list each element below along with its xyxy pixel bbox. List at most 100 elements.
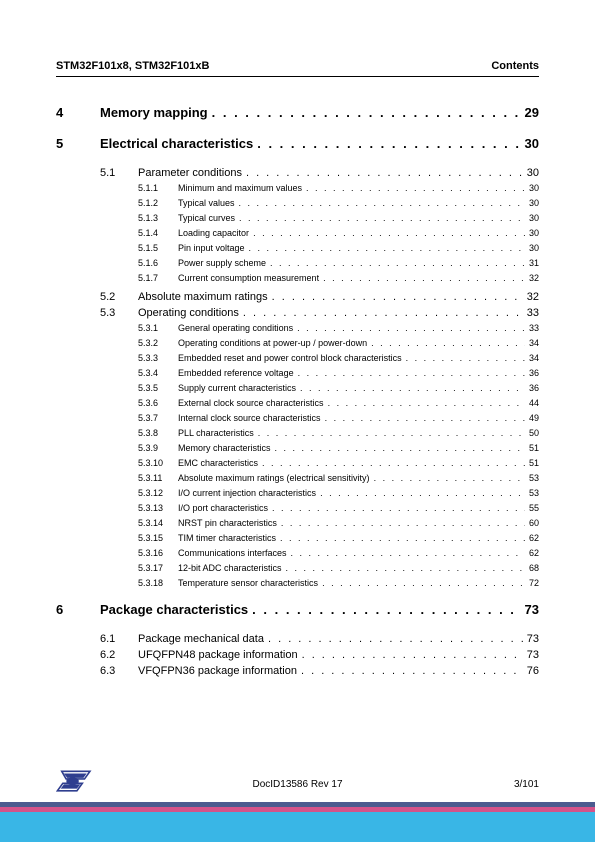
toc-entry: 6.1Package mechanical data 73 <box>100 633 539 645</box>
toc-title: Operating conditions <box>138 307 243 319</box>
toc-title: Embedded reset and power control block c… <box>178 353 406 363</box>
toc-page: 49 <box>525 413 539 423</box>
toc-entry: 6Package characteristics 73 <box>56 602 539 617</box>
toc-title: TIM timer characteristics <box>178 533 280 543</box>
toc-page: 73 <box>523 649 539 661</box>
footer-docid: DocID13586 Rev 17 <box>0 779 595 790</box>
toc-leader-dots <box>323 273 525 283</box>
toc-number: 5.3 <box>100 307 138 319</box>
toc-title: Communications interfaces <box>178 548 291 558</box>
toc-page: 50 <box>525 428 539 438</box>
toc-page: 53 <box>525 488 539 498</box>
toc-leader-dots <box>243 307 523 319</box>
toc-number: 6.3 <box>100 665 138 677</box>
toc-number: 5.1.1 <box>138 183 178 193</box>
toc-title: NRST pin characteristics <box>178 518 281 528</box>
toc-entry: 5.1.7Current consumption measurement 32 <box>138 273 539 283</box>
toc-leader-dots <box>257 136 520 151</box>
footer-page-number: 3/101 <box>514 779 539 790</box>
toc-number: 5.3.11 <box>138 473 178 483</box>
toc-page: 62 <box>525 533 539 543</box>
toc-page: 73 <box>521 602 539 617</box>
toc-number: 5.3.5 <box>138 383 178 393</box>
toc-leader-dots <box>297 323 525 333</box>
toc-title: Operating conditions at power-up / power… <box>178 338 371 348</box>
toc-entry: 5.1.5Pin input voltage 30 <box>138 243 539 253</box>
toc-number: 5.1.2 <box>138 198 178 208</box>
toc-leader-dots <box>253 228 525 238</box>
toc-title: Loading capacitor <box>178 228 253 238</box>
toc-title: Package mechanical data <box>138 633 268 645</box>
toc-entry: 5.3.13I/O port characteristics 55 <box>138 503 539 513</box>
toc-entry: 5.3Operating conditions 33 <box>100 307 539 319</box>
toc-page: 73 <box>523 633 539 645</box>
toc-page: 34 <box>525 338 539 348</box>
toc-page: 30 <box>525 183 539 193</box>
toc-entry: 5.1Parameter conditions 30 <box>100 167 539 179</box>
toc-title: Memory mapping <box>100 105 212 120</box>
toc-entry: 5.3.2Operating conditions at power-up / … <box>138 338 539 348</box>
toc-page: 30 <box>525 198 539 208</box>
toc-entry: 5.3.3Embedded reset and power control bl… <box>138 353 539 363</box>
toc-title: PLL characteristics <box>178 428 258 438</box>
toc-number: 6.2 <box>100 649 138 661</box>
toc-leader-dots <box>268 633 523 645</box>
toc-page: 72 <box>525 578 539 588</box>
toc-page: 51 <box>525 458 539 468</box>
toc-entry: 5.1.2Typical values 30 <box>138 198 539 208</box>
toc-leader-dots <box>320 488 525 498</box>
toc-number: 5.3.12 <box>138 488 178 498</box>
toc-page: 33 <box>523 307 539 319</box>
toc-entry: 5.3.18Temperature sensor characteristics… <box>138 578 539 588</box>
toc-title: Current consumption measurement <box>178 273 323 283</box>
toc-leader-dots <box>212 105 521 120</box>
toc-leader-dots <box>246 167 523 179</box>
toc-number: 5.3.3 <box>138 353 178 363</box>
toc-leader-dots <box>302 649 523 661</box>
toc-number: 5.3.4 <box>138 368 178 378</box>
toc-leader-dots <box>298 368 525 378</box>
toc-leader-dots <box>322 578 525 588</box>
toc-title: I/O port characteristics <box>178 503 272 513</box>
toc-number: 5.1.3 <box>138 213 178 223</box>
toc-page: 32 <box>523 291 539 303</box>
toc-page: 53 <box>525 473 539 483</box>
toc-entry: 5.3.8PLL characteristics 50 <box>138 428 539 438</box>
header-product: STM32F101x8, STM32F101xB <box>56 60 209 72</box>
toc-leader-dots <box>272 503 525 513</box>
toc-number: 5.3.14 <box>138 518 178 528</box>
toc-entry: 6.2UFQFPN48 package information 73 <box>100 649 539 661</box>
toc-entry: 5Electrical characteristics 30 <box>56 136 539 151</box>
toc-leader-dots <box>281 518 525 528</box>
toc-leader-dots <box>272 291 523 303</box>
toc-entry: 5.1.3Typical curves 30 <box>138 213 539 223</box>
toc-number: 5.1 <box>100 167 138 179</box>
toc-number: 5.3.16 <box>138 548 178 558</box>
toc-entry: 5.3.12I/O current injection characterist… <box>138 488 539 498</box>
toc-leader-dots <box>239 213 525 223</box>
toc-entry: 5.3.16Communications interfaces 62 <box>138 548 539 558</box>
toc-number: 5.3.2 <box>138 338 178 348</box>
toc-entry: 5.3.9Memory characteristics 51 <box>138 443 539 453</box>
toc-page: 33 <box>525 323 539 333</box>
toc-title: Temperature sensor characteristics <box>178 578 322 588</box>
toc-number: 5.1.7 <box>138 273 178 283</box>
toc-page: 68 <box>525 563 539 573</box>
toc-leader-dots <box>325 413 525 423</box>
toc-title: Memory characteristics <box>178 443 275 453</box>
toc-entry: 5.1.6Power supply scheme 31 <box>138 258 539 268</box>
toc-number: 5.3.18 <box>138 578 178 588</box>
toc-entry: 5.1.4Loading capacitor 30 <box>138 228 539 238</box>
toc-page: 32 <box>525 273 539 283</box>
toc-page: 30 <box>525 213 539 223</box>
toc-title: Internal clock source characteristics <box>178 413 325 423</box>
toc-title: General operating conditions <box>178 323 297 333</box>
toc-title: Package characteristics <box>100 602 252 617</box>
toc-number: 5.3.10 <box>138 458 178 468</box>
toc-page: 30 <box>523 167 539 179</box>
toc-number: 5.1.6 <box>138 258 178 268</box>
toc-number: 5.3.7 <box>138 413 178 423</box>
table-of-contents: 4Memory mapping 295Electrical characteri… <box>56 105 539 677</box>
toc-title: Embedded reference voltage <box>178 368 298 378</box>
toc-number: 5.2 <box>100 291 138 303</box>
